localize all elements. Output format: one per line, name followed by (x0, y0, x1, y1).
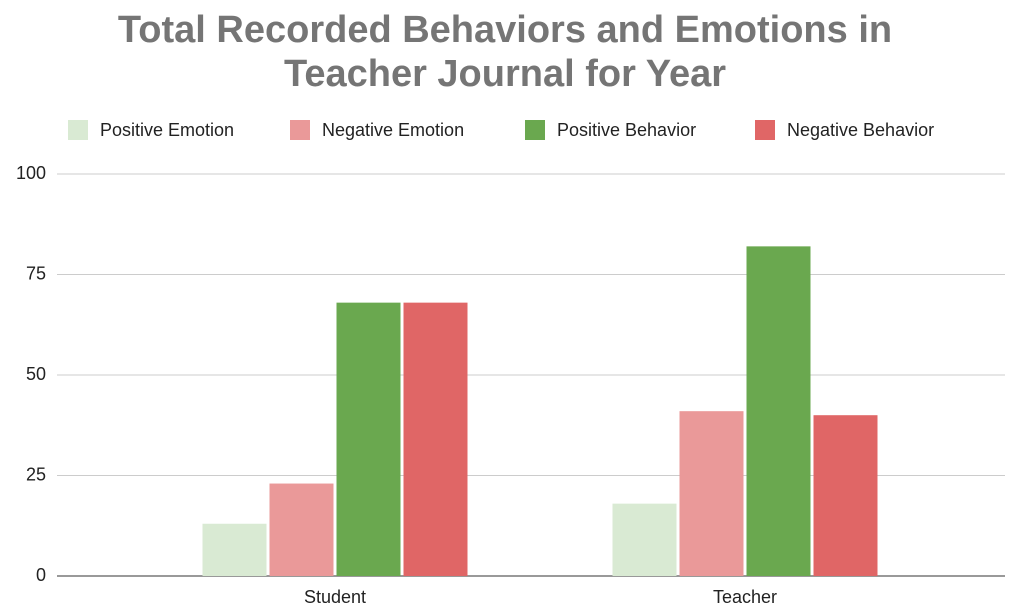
x-tick-label: Teacher (713, 587, 777, 607)
y-tick-label: 50 (26, 364, 46, 384)
y-tick-label: 100 (16, 163, 46, 183)
bar (269, 483, 334, 576)
y-tick-label: 75 (26, 263, 46, 283)
bar (612, 503, 677, 576)
legend-swatch (525, 120, 545, 140)
chart-title: Total Recorded Behaviors and Emotions in… (117, 9, 893, 95)
y-tick-label: 0 (36, 565, 46, 585)
x-tick-label: Student (304, 587, 366, 607)
legend-label: Negative Emotion (322, 120, 464, 140)
legend-swatch (755, 120, 775, 140)
y-tick-label: 25 (26, 464, 46, 484)
bar (746, 246, 811, 577)
bar (679, 411, 744, 576)
legend-swatch (68, 120, 88, 140)
legend-label: Negative Behavior (787, 120, 934, 140)
bar (813, 415, 878, 576)
legend-swatch (290, 120, 310, 140)
legend-label: Positive Emotion (100, 120, 234, 140)
legend-label: Positive Behavior (557, 120, 696, 140)
bar (202, 523, 267, 576)
bar (403, 302, 468, 576)
bar (336, 302, 401, 576)
